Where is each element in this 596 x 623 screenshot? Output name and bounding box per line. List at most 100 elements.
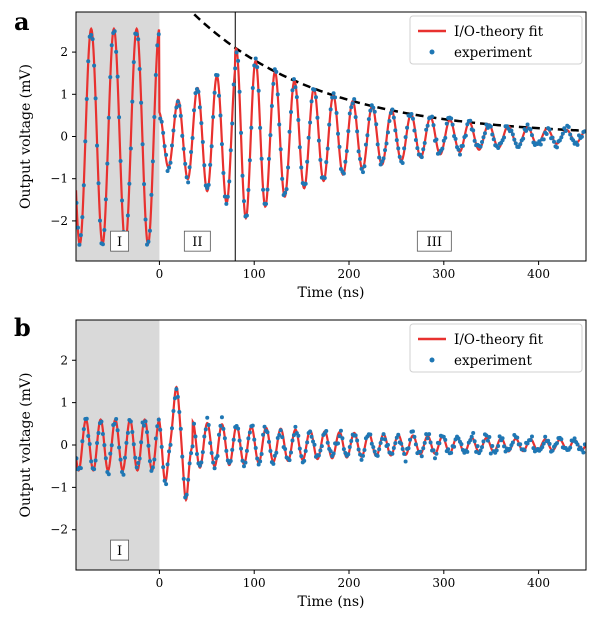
experiment-point (84, 96, 89, 101)
experiment-point (93, 96, 98, 101)
experiment-point (243, 460, 248, 465)
experiment-point (136, 461, 141, 466)
experiment-point (236, 58, 241, 63)
experiment-point (230, 447, 235, 452)
experiment-point (402, 451, 407, 456)
experiment-point (480, 445, 485, 450)
experiment-point (333, 95, 338, 100)
experiment-point (500, 436, 505, 441)
experiment-point (122, 455, 127, 460)
experiment-point (350, 101, 355, 106)
experiment-point (231, 437, 236, 442)
legend-entry-label: experiment (454, 45, 532, 61)
experiment-point (383, 437, 388, 442)
experiment-point (446, 447, 451, 452)
experiment-point (155, 43, 160, 48)
experiment-point (372, 109, 377, 114)
experiment-point (175, 394, 180, 399)
experiment-point (313, 95, 318, 100)
experiment-point (249, 125, 254, 130)
experiment-point (108, 75, 113, 80)
experiment-point (512, 137, 517, 142)
experiment-point (215, 73, 220, 78)
experiment-point (109, 43, 114, 48)
experiment-point (89, 459, 94, 464)
experiment-point (187, 461, 192, 466)
experiment-point (372, 449, 377, 454)
experiment-point (283, 447, 288, 452)
experiment-point (186, 477, 191, 482)
experiment-point (125, 430, 130, 435)
experiment-point (149, 192, 154, 197)
experiment-point (231, 82, 236, 87)
experiment-point (272, 453, 277, 458)
experiment-point (244, 213, 249, 218)
experiment-point (305, 159, 310, 164)
experiment-point (209, 451, 214, 456)
x-tick-label: 200 (338, 267, 361, 281)
experiment-point (502, 135, 507, 140)
experiment-point (305, 440, 310, 445)
experiment-point (145, 430, 149, 435)
experiment-point (525, 441, 530, 446)
experiment-point (385, 130, 390, 135)
experiment-point (227, 179, 232, 184)
experiment-point (218, 423, 223, 428)
experiment-point (241, 199, 246, 204)
experiment-point (206, 182, 211, 187)
experiment-point (115, 74, 120, 79)
experiment-point (150, 159, 155, 164)
experiment-point (181, 476, 186, 481)
experiment-point (100, 432, 105, 437)
experiment-point (465, 449, 470, 454)
experiment-point (393, 441, 398, 446)
experiment-point (396, 146, 401, 151)
experiment-point (152, 115, 157, 120)
experiment-point (156, 32, 161, 37)
experiment-point (413, 442, 418, 447)
experiment-point (131, 60, 136, 65)
experiment-point (161, 465, 166, 470)
experiment-point (471, 128, 476, 133)
experiment-point (124, 440, 129, 445)
experiment-point (194, 451, 199, 456)
experiment-point (338, 428, 343, 433)
experiment-point (369, 441, 374, 446)
experiment-point (452, 444, 457, 449)
experiment-point (208, 162, 213, 167)
experiment-point (183, 161, 188, 166)
experiment-point (256, 88, 261, 93)
region-label-box (416, 230, 452, 252)
experiment-point (371, 105, 376, 110)
experiment-point (202, 434, 207, 439)
experiment-point (199, 460, 204, 465)
experiment-point (388, 111, 393, 115)
experiment-point (178, 426, 183, 431)
experiment-point (456, 147, 461, 152)
experiment-point (197, 105, 202, 110)
experiment-point (142, 423, 147, 428)
experiment-point (544, 131, 549, 136)
experiment-point (434, 451, 439, 456)
x-tick-label: 100 (243, 267, 266, 281)
x-tick-label: 0 (156, 267, 164, 281)
experiment-point (363, 142, 368, 147)
experiment-point (143, 217, 148, 222)
experiment-point (236, 426, 241, 431)
experiment-point (87, 441, 92, 446)
experiment-point (178, 113, 183, 118)
experiment-point (258, 125, 263, 130)
experiment-point (432, 456, 437, 461)
region-label: III (427, 235, 442, 250)
legend-entry-label: experiment (454, 353, 532, 369)
experiment-point (475, 444, 480, 449)
experiment-point (299, 454, 304, 459)
experiment-point (186, 180, 191, 185)
region-label: II (192, 235, 202, 250)
experiment-point (290, 88, 295, 93)
experiment-point (368, 432, 373, 437)
legend: I/O-theory fit experiment (409, 323, 583, 373)
experiment-point (437, 441, 442, 446)
experiment-point (137, 66, 142, 71)
experiment-point (115, 428, 120, 433)
